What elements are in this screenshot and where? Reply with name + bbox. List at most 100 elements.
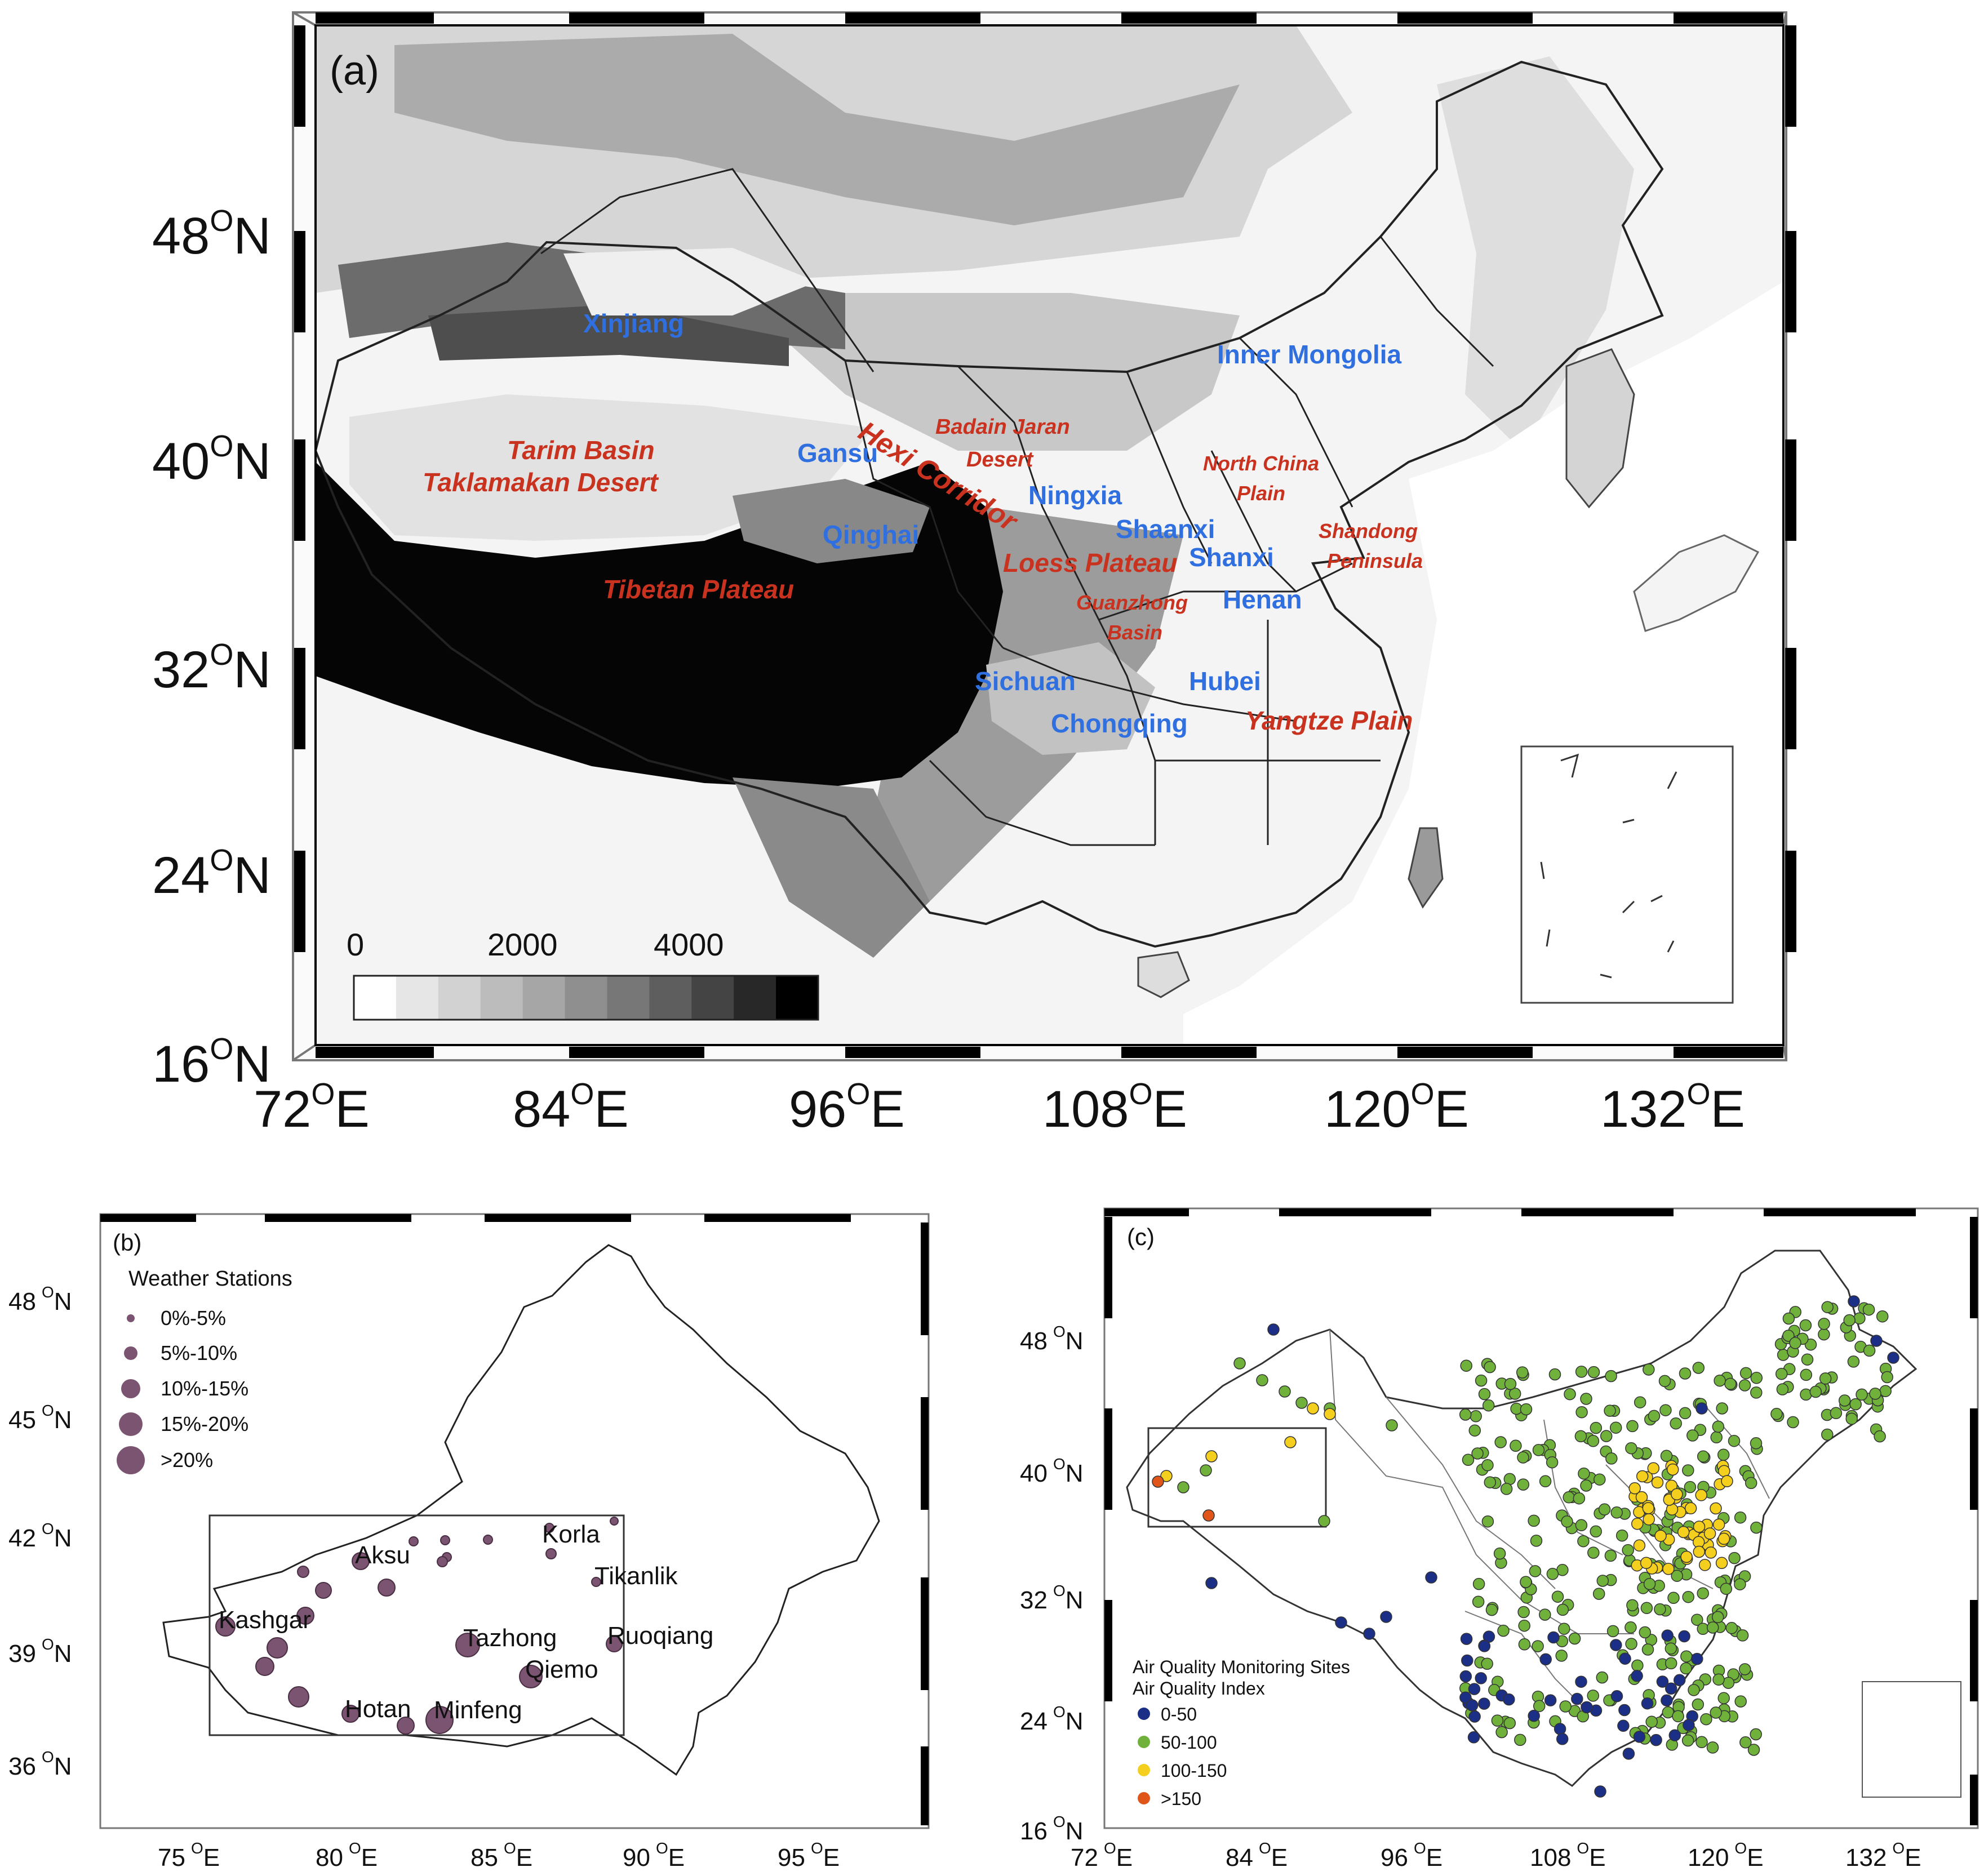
aqi-site-marker <box>1670 1417 1682 1430</box>
station-marker <box>397 1717 415 1735</box>
panel-a-map-border <box>314 24 1785 1046</box>
aqi-site-marker <box>1556 1603 1569 1616</box>
aqi-site-marker <box>1484 1361 1496 1373</box>
aqi-site-marker <box>1481 1657 1493 1670</box>
aqi-site-marker <box>1606 1625 1619 1638</box>
aqi-site-marker <box>1459 1408 1472 1421</box>
aqi-site-marker <box>1693 1545 1706 1558</box>
lon-label-108: 108OE <box>1042 1077 1187 1138</box>
panel-a-lon-labels: 72OE 84OE 96OE 108OE 120OE 132OE <box>254 1077 1745 1138</box>
aqi-site-marker <box>1682 1464 1694 1477</box>
aqi-legend-marker-100-150 <box>1138 1764 1150 1776</box>
region-guanzhong-2: Basin <box>1107 621 1162 644</box>
aqi-site-marker <box>1461 1654 1473 1667</box>
aqi-site-marker <box>1695 1489 1707 1501</box>
aqi-markers <box>1152 1295 1899 1798</box>
legend-marker-15-20 <box>119 1412 143 1436</box>
aqi-site-marker <box>1520 1576 1532 1588</box>
aqi-site-marker <box>1386 1419 1398 1432</box>
hainan-island <box>1137 951 1190 998</box>
aqi-site-marker <box>1559 1700 1572 1713</box>
aqi-site-marker <box>1712 1420 1725 1433</box>
aqi-site-marker <box>1647 1462 1660 1474</box>
aqi-site-marker <box>1587 1546 1600 1559</box>
aqi-site-marker <box>1152 1475 1164 1488</box>
b-lat-36: 36 ON <box>8 1748 72 1780</box>
legend-marker-5-10 <box>124 1346 137 1360</box>
station-marker <box>519 1665 543 1688</box>
aqi-site-marker <box>1460 1633 1473 1645</box>
panel-b-frame-ticks <box>100 1214 929 1825</box>
aqi-site-marker <box>1680 1662 1692 1675</box>
aqi-site-marker <box>1503 1717 1516 1730</box>
station-legend: Weather Stations 0%-5% 5%-10% 10%-15% 15… <box>117 1267 292 1474</box>
aqi-site-marker <box>1682 1590 1694 1603</box>
aqi-site-marker <box>1703 1527 1716 1540</box>
station-marker <box>255 1657 274 1676</box>
colorbar-cell <box>565 976 607 1020</box>
aqi-site-marker <box>1459 1670 1472 1683</box>
aqi-site-marker <box>1484 1476 1497 1488</box>
aqi-site-marker <box>1605 1370 1617 1382</box>
aqi-site-marker <box>1462 1453 1475 1466</box>
province-shanxi: Shanxi <box>1189 543 1274 572</box>
aqi-site-marker <box>1870 1335 1883 1347</box>
aqi-site-marker <box>1697 1450 1710 1462</box>
station-hotan: Hotan <box>345 1695 411 1723</box>
legend-label-0-5: 0%-5% <box>161 1306 226 1330</box>
aqi-site-marker <box>1497 1624 1510 1637</box>
aqi-site-marker <box>1714 1374 1726 1387</box>
aqi-site-marker <box>1631 1670 1643 1682</box>
colorbar-cell <box>649 976 692 1020</box>
southern-slope-relief <box>733 777 930 958</box>
aqi-site-marker <box>1639 1626 1652 1639</box>
aqi-site-marker <box>1622 1748 1635 1760</box>
aqi-site-marker <box>1705 1546 1717 1559</box>
aqi-site-marker <box>1564 1388 1576 1401</box>
station-qiemo: Qiemo <box>525 1656 598 1683</box>
aqi-site-marker <box>1626 1599 1639 1612</box>
aqi-site-marker <box>1594 1785 1606 1798</box>
region-guanzhong-1: Guanzhong <box>1076 591 1188 614</box>
aqi-site-marker <box>1684 1502 1697 1515</box>
province-gansu: Gansu <box>797 438 878 468</box>
aqi-site-marker <box>1610 1690 1623 1702</box>
aqi-site-marker <box>1610 1506 1623 1519</box>
aqi-site-marker <box>1618 1704 1631 1717</box>
aqi-site-marker <box>1605 1452 1618 1465</box>
panel-b-frame <box>99 1213 930 1829</box>
aqi-site-marker <box>1518 1619 1530 1632</box>
aqi-site-marker <box>1818 1318 1830 1330</box>
b-lat-45: 45 ON <box>8 1402 72 1434</box>
aqi-site-marker <box>1650 1733 1662 1746</box>
aqi-site-marker <box>1686 1429 1699 1442</box>
aqi-site-marker <box>1481 1515 1494 1528</box>
aqi-site-marker <box>1734 1511 1747 1524</box>
aqi-site-marker <box>1671 1570 1683 1582</box>
station-marker <box>437 1556 448 1567</box>
aqi-site-marker <box>1200 1464 1212 1477</box>
c-lat-48: 48 ON <box>1020 1323 1084 1355</box>
aqi-site-marker <box>1600 1430 1613 1442</box>
panel-c-label: (c) <box>1127 1224 1155 1250</box>
aqi-site-marker <box>1318 1515 1330 1527</box>
aqi-site-marker <box>1659 1404 1672 1416</box>
b-lon-75: 75 OE <box>158 1839 220 1871</box>
aqi-site-marker <box>1770 1408 1783 1420</box>
station-marker <box>455 1633 480 1657</box>
aqi-site-marker <box>1533 1700 1546 1713</box>
aqi-site-marker <box>1495 1726 1508 1739</box>
aqi-site-marker <box>1830 1407 1843 1420</box>
aqi-site-marker <box>1177 1481 1189 1493</box>
colorbar-cell <box>734 976 776 1020</box>
lat-label-32: 32ON <box>152 638 271 699</box>
aqi-site-marker <box>1879 1385 1892 1397</box>
aqi-site-marker <box>1529 1565 1542 1577</box>
aqi-site-marker <box>1491 1714 1504 1727</box>
aqi-site-marker <box>1642 1502 1655 1514</box>
aqi-site-marker <box>1494 1436 1507 1448</box>
aqi-site-marker <box>1555 1650 1568 1662</box>
aqi-site-marker <box>1504 1377 1517 1390</box>
aqi-site-marker <box>1500 1483 1513 1495</box>
aqi-site-marker <box>1530 1535 1543 1547</box>
